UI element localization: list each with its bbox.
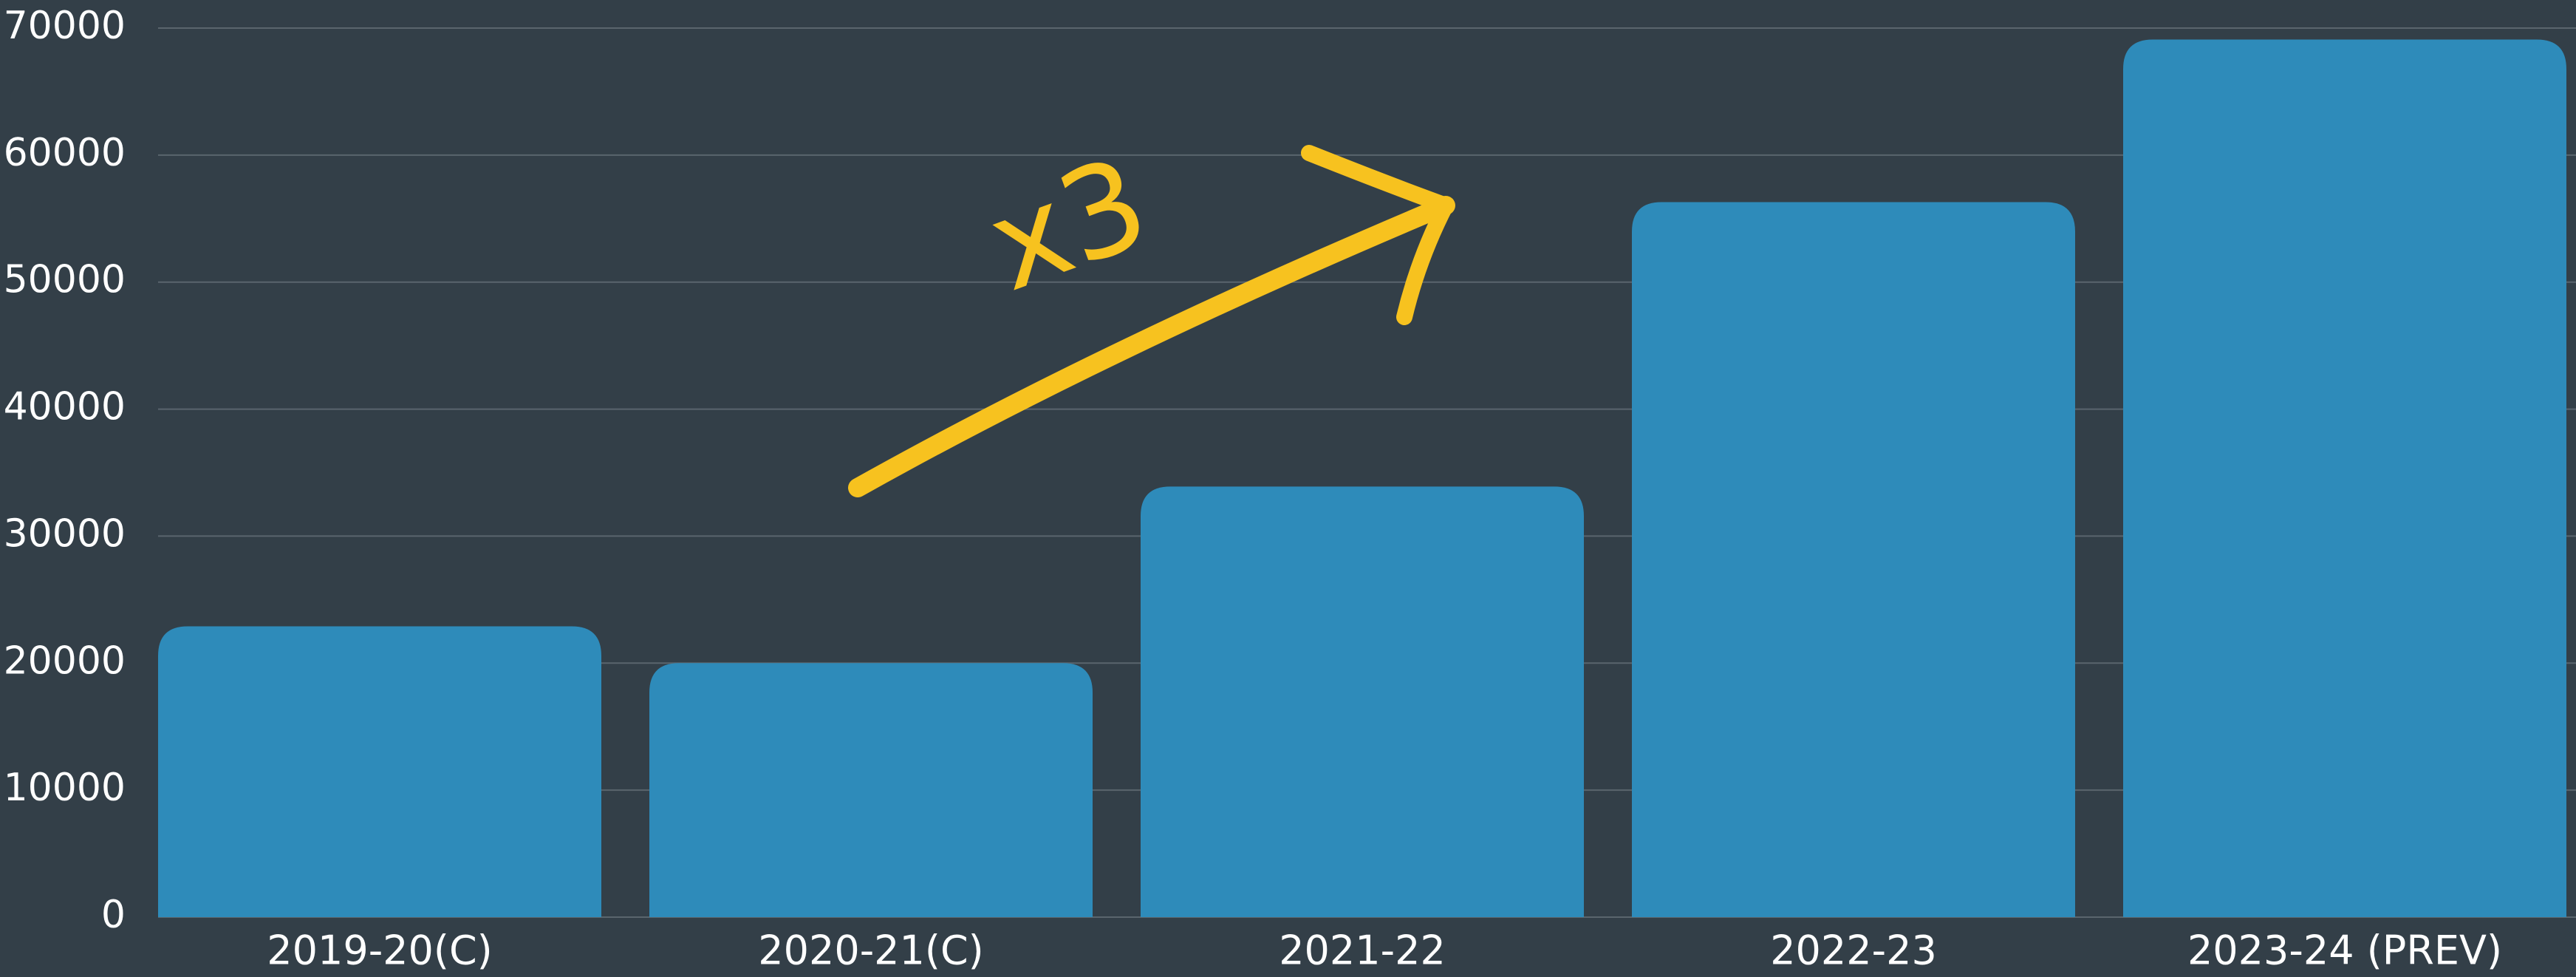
x-tick-label: 2020-21(C) bbox=[758, 927, 983, 974]
bar bbox=[1141, 486, 1584, 917]
trend-arrow bbox=[848, 145, 1455, 497]
bar bbox=[649, 663, 1093, 917]
x-tick-label: 2021-22 bbox=[1279, 927, 1446, 974]
arrow-shaft bbox=[848, 196, 1455, 497]
y-tick-label: 50000 bbox=[4, 258, 126, 302]
x-tick-label: 2023-24 (PREV) bbox=[2187, 927, 2502, 974]
bar bbox=[2123, 39, 2566, 917]
bar bbox=[158, 626, 601, 917]
bar bbox=[1632, 202, 2075, 917]
y-tick-label: 0 bbox=[101, 893, 126, 937]
y-tick-label: 10000 bbox=[4, 766, 126, 810]
x-tick-label: 2019-20(C) bbox=[267, 927, 492, 974]
x-tick-label: 2022-23 bbox=[1770, 927, 1937, 974]
arrow-head bbox=[1301, 145, 1454, 325]
y-tick-label: 30000 bbox=[4, 511, 126, 556]
y-tick-label: 70000 bbox=[4, 4, 126, 48]
y-tick-label: 40000 bbox=[4, 385, 126, 429]
y-tick-label: 20000 bbox=[4, 639, 126, 683]
y-tick-label: 60000 bbox=[4, 131, 126, 175]
